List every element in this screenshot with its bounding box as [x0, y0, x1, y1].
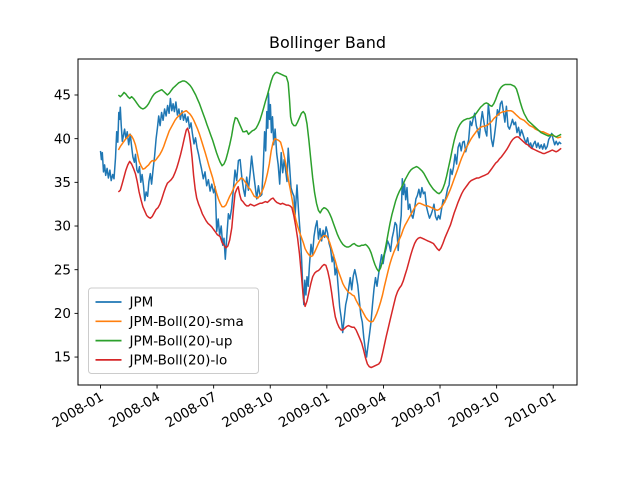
x-tick-label: 2009-07: [389, 389, 446, 431]
x-tick-label: 2009-04: [333, 389, 390, 431]
series-line-jpm: [99, 92, 562, 358]
axes-frame: [77, 58, 578, 386]
legend-label: JPM-Boll(20)-sma: [129, 314, 244, 330]
x-tick-label: 2009-01: [276, 389, 333, 431]
y-tick-label: 40: [54, 131, 71, 147]
y-tick-label: 25: [54, 262, 71, 278]
y-tick-label: 45: [54, 88, 71, 104]
x-tick-label: 2008-01: [50, 389, 107, 431]
chart-title: Bollinger Band: [269, 33, 386, 52]
legend-label: JPM-Boll(20)-up: [129, 333, 233, 349]
series-line-jpm-boll-20-lo: [117, 127, 562, 369]
x-tick-label: 2008-04: [106, 389, 163, 431]
y-tick-label: 30: [54, 219, 71, 235]
y-tick-label: 15: [54, 350, 71, 366]
legend-label: JPM: [129, 295, 154, 311]
x-tick-label: 2008-10: [219, 389, 276, 431]
x-tick-label: 2009-10: [446, 389, 503, 431]
x-tick-label: 2010-01: [502, 389, 559, 431]
legend-box: [88, 287, 259, 374]
y-tick-label: 20: [54, 306, 71, 322]
x-tick-label: 2008-07: [163, 389, 220, 431]
legend-label: JPM-Boll(20)-lo: [129, 353, 228, 369]
series-line-jpm-boll-20-sma: [117, 109, 562, 323]
y-tick-label: 35: [54, 175, 71, 191]
series-line-jpm-boll-20-up: [117, 71, 562, 273]
